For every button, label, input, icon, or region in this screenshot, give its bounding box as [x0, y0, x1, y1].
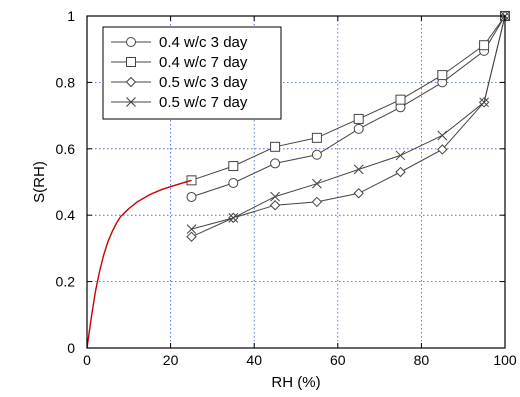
x-tick-label: 60 — [330, 352, 346, 368]
legend-item: 0.5 w/c 7 day — [111, 94, 248, 111]
x-marker-stroke — [126, 97, 136, 107]
ticks-layer: 0 20 40 60 80 100 0 0.2 0.4 0.6 0.8 1 — [56, 8, 517, 368]
legend-item: 0.5 w/c 3 day — [111, 74, 248, 91]
x-marker-stroke — [312, 178, 322, 189]
legend-item: 0.4 w/c 7 day — [111, 54, 248, 71]
x-marker — [270, 191, 280, 202]
grid-layer — [87, 16, 505, 348]
diamond-marker — [353, 188, 364, 199]
series-line — [86, 179, 192, 349]
legend-layer: 0.4 w/c 3 day 0.4 w/c 7 day 0.5 w/c 3 day 0… — [102, 26, 282, 120]
square-marker — [479, 40, 490, 51]
y-tick-label: 0.8 — [56, 74, 76, 90]
x-marker — [186, 224, 197, 234]
y-tick-label: 0.4 — [56, 207, 76, 223]
x-marker — [312, 178, 322, 189]
legend-label: 0.5 w/c 3 day — [159, 74, 248, 91]
legend-label: 0.4 w/c 7 day — [159, 54, 248, 71]
series-layer — [86, 10, 511, 349]
x-marker — [353, 164, 364, 175]
y-axis-label: S(RH) — [31, 161, 48, 203]
square-marker — [437, 70, 448, 81]
x-tick-label: 100 — [493, 352, 517, 368]
legend-label: 0.4 w/c 3 day — [159, 34, 248, 51]
x-marker-stroke — [186, 224, 197, 234]
square-marker — [126, 57, 136, 67]
plot-frame — [86, 15, 506, 349]
square-marker — [311, 132, 322, 143]
square-marker — [353, 113, 364, 124]
x-marker-stroke — [228, 213, 239, 223]
diamond-marker — [395, 166, 406, 178]
x-tick-label: 0 — [83, 352, 91, 368]
x-marker-stroke — [395, 150, 406, 161]
x-marker-stroke — [353, 164, 364, 175]
x-marker — [479, 97, 489, 108]
circle-marker — [126, 37, 136, 47]
x-marker — [395, 150, 406, 161]
x-marker — [228, 213, 239, 223]
square-marker — [395, 94, 406, 105]
y-tick-label: 0.6 — [56, 141, 76, 157]
x-marker-stroke — [437, 130, 448, 141]
legend-item: 0.4 w/c 3 day — [111, 34, 248, 51]
y-tick-label: 0 — [67, 340, 75, 356]
x-tick-label: 80 — [414, 352, 430, 368]
square-marker — [270, 141, 281, 152]
diamond-marker — [311, 196, 323, 208]
x-marker-stroke — [270, 191, 280, 202]
circle-marker — [228, 177, 239, 188]
x-marker — [126, 97, 136, 107]
circle-marker — [311, 149, 322, 160]
diamond-marker — [186, 231, 197, 242]
diamond-marker — [269, 200, 281, 211]
series-4 — [86, 179, 192, 349]
x-tick-label: 20 — [163, 352, 179, 368]
y-tick-label: 0.2 — [56, 274, 76, 290]
x-axis-label: RH (%) — [271, 374, 320, 391]
diamond-marker — [125, 76, 137, 88]
x-tick-label: 40 — [246, 352, 262, 368]
x-marker-stroke — [479, 97, 489, 108]
circle-marker — [270, 158, 281, 169]
x-marker — [437, 130, 448, 141]
legend-label: 0.5 w/c 7 day — [159, 94, 248, 111]
square-marker — [228, 161, 239, 172]
circle-marker — [186, 191, 197, 202]
diamond-marker — [437, 144, 448, 155]
circle-marker — [353, 123, 364, 134]
series-3 — [186, 11, 510, 234]
y-tick-label: 1 — [67, 8, 75, 24]
